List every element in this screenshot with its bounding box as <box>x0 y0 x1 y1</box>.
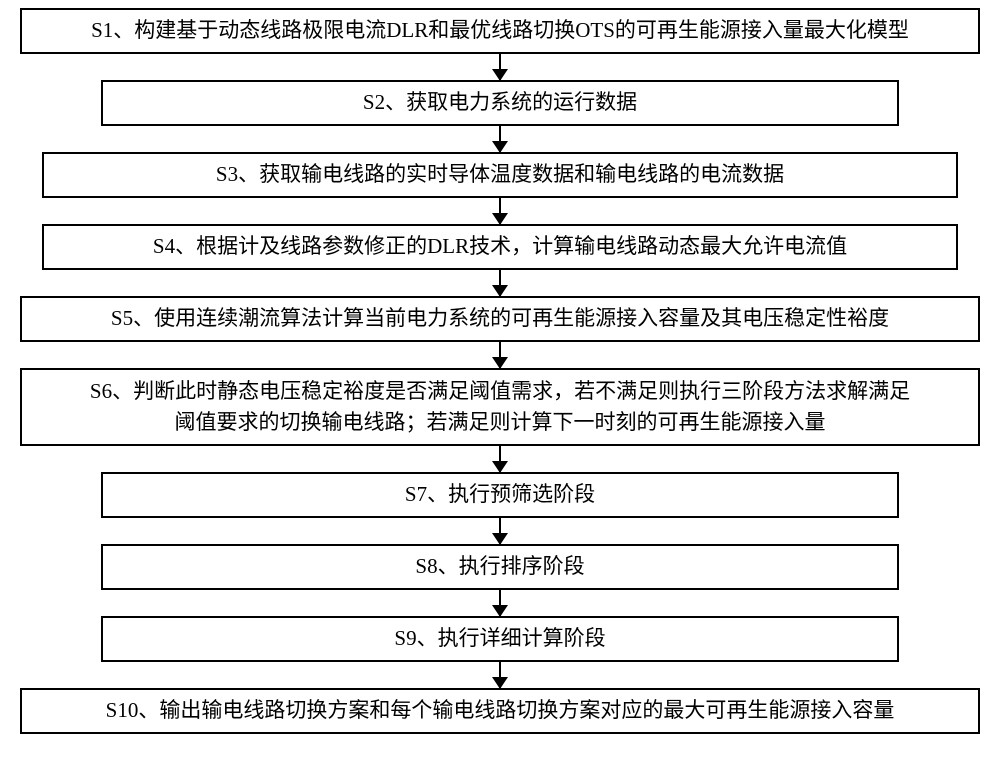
flowchart-step-s4: S4、根据计及线路参数修正的DLR技术，计算输电线路动态最大允许电流值 <box>42 224 958 270</box>
flow-arrow-s9 <box>499 662 501 688</box>
flowchart-step-s8: S8、执行排序阶段 <box>101 544 899 590</box>
flowchart-step-s2: S2、获取电力系统的运行数据 <box>101 80 899 126</box>
flow-arrow-s5 <box>499 342 501 368</box>
flow-arrow-s6 <box>499 446 501 472</box>
flow-arrow-s2 <box>499 126 501 152</box>
flowchart-step-s9: S9、执行详细计算阶段 <box>101 616 899 662</box>
flow-arrow-s4 <box>499 270 501 296</box>
flowchart-step-s3: S3、获取输电线路的实时导体温度数据和输电线路的电流数据 <box>42 152 958 198</box>
flow-arrow-s7 <box>499 518 501 544</box>
flowchart-step-s10: S10、输出输电线路切换方案和每个输电线路切换方案对应的最大可再生能源接入容量 <box>20 688 980 734</box>
flow-arrow-s3 <box>499 198 501 224</box>
flowchart-step-s5: S5、使用连续潮流算法计算当前电力系统的可再生能源接入容量及其电压稳定性裕度 <box>20 296 980 342</box>
flowchart-step-s7: S7、执行预筛选阶段 <box>101 472 899 518</box>
flow-arrow-s1 <box>499 54 501 80</box>
flow-arrow-s8 <box>499 590 501 616</box>
flowchart-step-s6: S6、判断此时静态电压稳定裕度是否满足阈值需求，若不满足则执行三阶段方法求解满足… <box>20 368 980 446</box>
flowchart-step-s1: S1、构建基于动态线路极限电流DLR和最优线路切换OTS的可再生能源接入量最大化… <box>20 8 980 54</box>
flowchart-container: S1、构建基于动态线路极限电流DLR和最优线路切换OTS的可再生能源接入量最大化… <box>20 8 980 734</box>
